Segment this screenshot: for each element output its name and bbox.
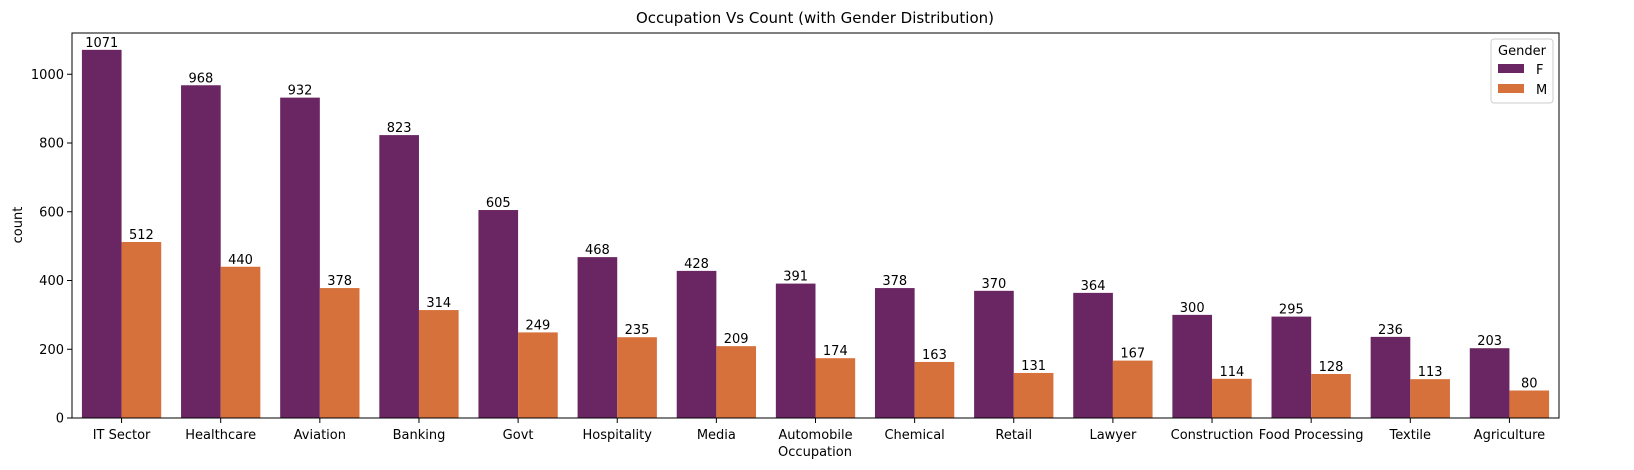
legend-title: Gender — [1498, 44, 1547, 59]
data-label: 174 — [823, 344, 848, 359]
bar-f — [775, 283, 816, 418]
data-label: 209 — [724, 332, 749, 347]
x-tick-label: Chemical — [884, 428, 944, 443]
data-label: 314 — [426, 296, 451, 311]
x-tick-label: Banking — [393, 428, 446, 443]
bar-m — [1212, 378, 1252, 418]
bar-m — [815, 358, 856, 418]
bar-m — [716, 346, 757, 418]
x-axis-label: Occupation — [778, 445, 852, 460]
bar-f — [676, 270, 717, 418]
data-label: 468 — [585, 243, 610, 258]
data-label: 300 — [1180, 301, 1205, 316]
x-tick-label: Aviation — [294, 428, 346, 443]
bar-f — [81, 49, 122, 418]
data-label: 131 — [1021, 359, 1046, 374]
bar-f — [181, 85, 221, 418]
data-label: 167 — [1120, 347, 1145, 362]
bar-m — [121, 242, 162, 418]
bar-m — [1013, 372, 1054, 418]
x-tick-label: Food Processing — [1259, 428, 1364, 443]
data-label: 203 — [1477, 334, 1502, 349]
bar-f — [974, 290, 1014, 418]
bar-f — [1271, 316, 1312, 418]
legend-label-f: F — [1536, 63, 1543, 78]
bar-f — [478, 210, 519, 418]
chart-title: Occupation Vs Count (with Gender Distrib… — [636, 9, 994, 27]
data-label: 235 — [625, 323, 650, 338]
bar-m — [617, 337, 657, 418]
data-label: 236 — [1378, 323, 1403, 338]
data-label: 114 — [1219, 365, 1244, 380]
bar-m — [914, 361, 955, 418]
x-tick-label: Construction — [1171, 428, 1254, 443]
bar-f — [379, 135, 419, 418]
x-tick-label: Agriculture — [1474, 428, 1546, 443]
bar-m — [1410, 379, 1450, 418]
plot-area: 0 200 400 600 800 1000 1071 512 IT Sector 968 440 H… — [31, 36, 1550, 443]
bar-m — [518, 332, 558, 418]
bar-f — [1370, 336, 1411, 418]
data-label: 605 — [486, 196, 511, 211]
y-tick-label: 600 — [39, 205, 64, 220]
bar-f — [577, 257, 618, 418]
x-tick-label: Govt — [503, 428, 534, 443]
x-tick-label: Retail — [995, 428, 1032, 443]
x-tick-label: IT Sector — [93, 428, 151, 443]
data-label: 378 — [882, 274, 907, 289]
y-tick-label: 400 — [39, 274, 64, 289]
data-label: 378 — [327, 274, 352, 289]
data-label: 249 — [526, 318, 551, 333]
bar-f — [280, 97, 320, 418]
y-tick-label: 1000 — [31, 68, 64, 83]
bar-m — [319, 288, 360, 418]
x-tick-label: Hospitality — [583, 428, 653, 443]
data-label: 932 — [288, 84, 313, 99]
x-tick-label: Automobile — [778, 428, 852, 443]
y-tick-label: 800 — [39, 137, 64, 152]
y-tick-label: 200 — [39, 343, 64, 358]
data-label: 1071 — [85, 36, 118, 51]
data-label: 163 — [922, 348, 947, 363]
bar-m — [1509, 390, 1550, 418]
bar-m — [220, 266, 261, 418]
bar-f — [1469, 348, 1510, 418]
x-tick-label: Healthcare — [185, 428, 256, 443]
x-tick-label: Textile — [1389, 428, 1432, 443]
data-label: 440 — [228, 253, 253, 268]
x-tick-label: Media — [697, 428, 736, 443]
data-label: 428 — [684, 257, 709, 272]
data-label: 391 — [783, 270, 808, 285]
bar-m — [1311, 374, 1351, 418]
data-label: 512 — [129, 228, 154, 243]
bar-f — [1073, 292, 1113, 418]
data-label: 370 — [982, 277, 1007, 292]
plot-frame — [71, 32, 1560, 419]
bar-f — [874, 288, 915, 418]
data-label: 364 — [1081, 279, 1106, 294]
data-label: 113 — [1418, 365, 1443, 380]
data-label: 968 — [188, 71, 213, 86]
x-tick-label: Lawyer — [1089, 428, 1137, 443]
bar-m — [418, 310, 459, 418]
legend: Gender F M — [1490, 38, 1554, 104]
legend-label-m: M — [1536, 83, 1547, 98]
legend-swatch-m — [1498, 84, 1524, 93]
legend-swatch-f — [1498, 64, 1524, 73]
data-label: 295 — [1279, 303, 1304, 318]
data-label: 80 — [1521, 377, 1538, 392]
y-tick-label: 0 — [56, 412, 64, 427]
bar-m — [1112, 360, 1153, 418]
data-label: 128 — [1319, 360, 1344, 375]
y-axis-label: count — [11, 207, 26, 244]
bar-f — [1172, 314, 1213, 418]
data-label: 823 — [387, 121, 412, 136]
